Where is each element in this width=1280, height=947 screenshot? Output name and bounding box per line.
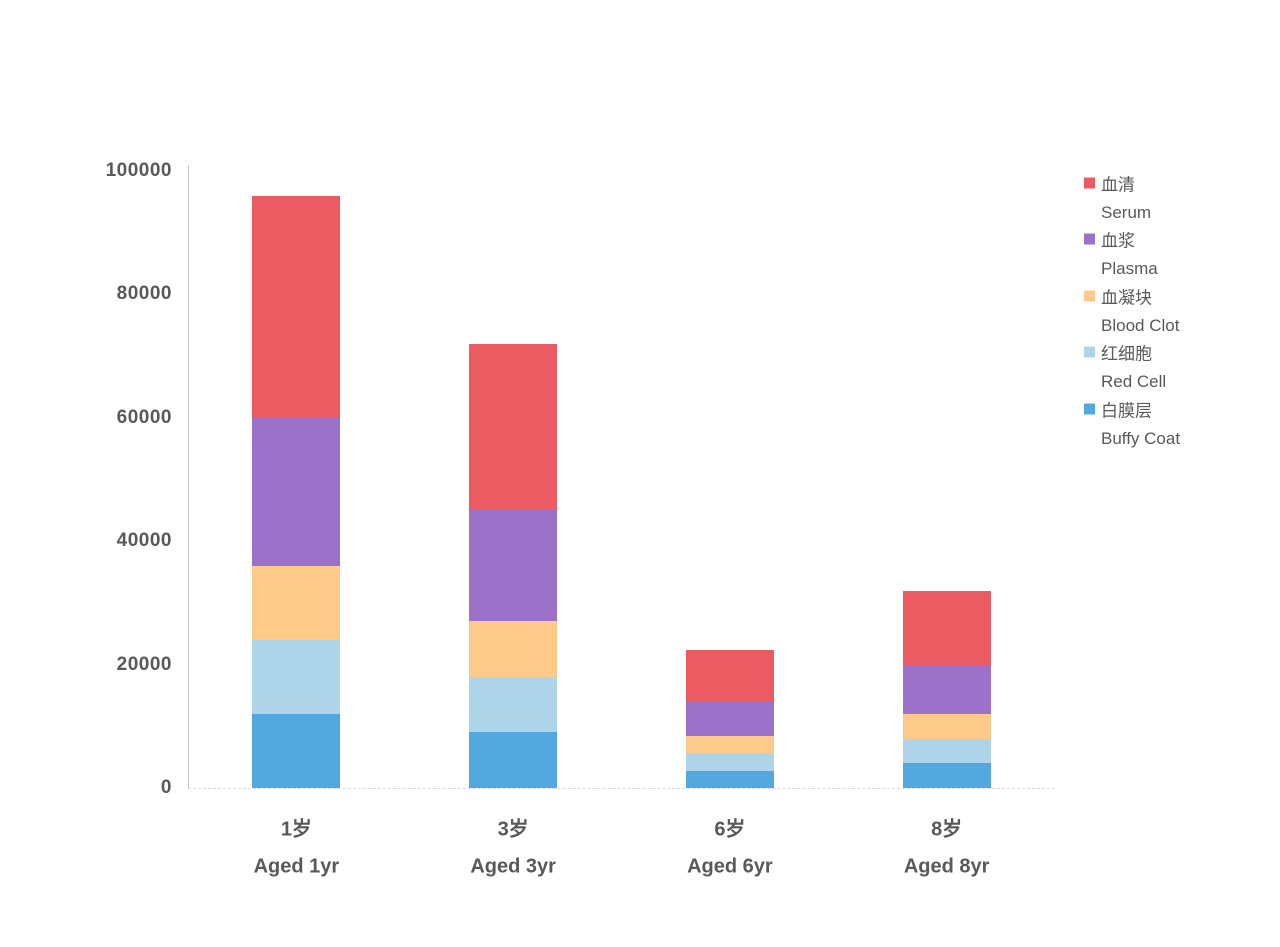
legend-swatch-blood-clot <box>1084 290 1095 302</box>
legend-swatch-serum <box>1084 177 1095 189</box>
bar-segment-blood-clot <box>469 621 558 677</box>
x-category-label-zh: 8岁 <box>931 818 963 841</box>
bar-segment-serum <box>685 649 774 702</box>
bar-segment-plasma <box>252 417 341 566</box>
y-tick-label: 60000 <box>116 406 172 428</box>
legend-swatch-red-cell <box>1084 346 1095 358</box>
y-tick-label: 80000 <box>116 283 172 305</box>
legend-label-en-plasma: Plasma <box>1101 259 1158 279</box>
x-category-label-en: Aged 6yr <box>687 855 773 878</box>
bar-segment-blood-clot <box>685 736 774 754</box>
bar-segment-red-cell <box>902 738 991 764</box>
bar-segment-serum <box>469 343 558 511</box>
bar-segment-plasma <box>902 664 991 714</box>
x-category-label-en: Aged 1yr <box>253 855 340 878</box>
y-tick-label: 20000 <box>116 653 172 675</box>
y-tick-label: 100000 <box>105 160 172 181</box>
legend-swatch-buffy-coat <box>1084 403 1095 415</box>
y-tick-label: 0 <box>160 777 172 798</box>
legend-swatch-plasma <box>1084 233 1095 245</box>
legend-label-zh-blood-clot: 血凝块 <box>1101 288 1152 308</box>
bar-segment-buffy-coat <box>469 732 558 788</box>
x-category-label-en: Aged 8yr <box>903 855 990 878</box>
legend-label-zh-red-cell: 红细胞 <box>1101 344 1152 364</box>
x-axis-baseline <box>188 788 1055 789</box>
legend-label-zh-buffy-coat: 白膜层 <box>1101 401 1152 421</box>
bar-segment-plasma <box>469 510 558 622</box>
legend-label-en-serum: Serum <box>1101 203 1152 222</box>
bar-segment-serum <box>902 590 991 665</box>
bar-segment-buffy-coat <box>902 763 991 788</box>
bar-segment-buffy-coat <box>252 713 341 788</box>
legend-label-en-blood-clot: Blood Clot <box>1101 315 1180 335</box>
bar-segment-serum <box>252 195 341 418</box>
bar-segment-blood-clot <box>252 565 341 640</box>
x-category-label-zh: 1岁 <box>280 818 312 841</box>
x-category-label-en: Aged 3yr <box>470 855 556 878</box>
y-tick-label: 40000 <box>116 530 172 552</box>
bar-segment-buffy-coat <box>685 770 774 788</box>
bar-segment-red-cell <box>252 639 341 714</box>
bar-segment-red-cell <box>685 753 774 771</box>
bar-segment-red-cell <box>469 676 558 733</box>
x-category-label-zh: 6岁 <box>714 818 746 841</box>
bar-segment-plasma <box>685 701 774 737</box>
legend-label-en-red-cell: Red Cell <box>1101 372 1167 392</box>
legend-label-en-buffy-coat: Buffy Coat <box>1101 428 1181 448</box>
legend-label-zh-serum: 血清 <box>1101 175 1135 195</box>
x-category-label-zh: 3岁 <box>497 818 529 841</box>
y-axis-line <box>188 165 189 788</box>
bar-segment-blood-clot <box>902 713 991 739</box>
legend-label-zh-plasma: 血浆 <box>1101 231 1135 251</box>
